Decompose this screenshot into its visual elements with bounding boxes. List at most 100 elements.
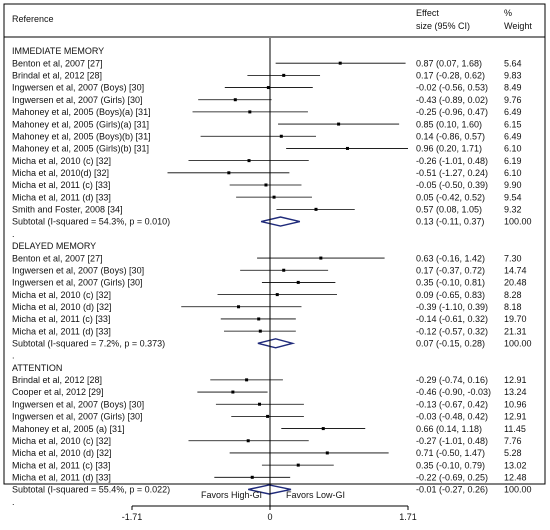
point-estimate-marker (319, 256, 323, 260)
weight-text: 9.83 (504, 71, 522, 81)
weight-text: 9.32 (504, 205, 522, 215)
point-estimate-marker (248, 110, 252, 114)
row-study: Mahoney et al, 2005 (Girls)(b) [31] 0.96 … (12, 144, 522, 154)
group-label: ATTENTION (12, 363, 62, 373)
effect-size-text: -0.01 (-0.27, 0.26) (416, 485, 488, 495)
weight-text: 100.00 (504, 339, 532, 349)
weight-text: 6.49 (504, 131, 522, 141)
subtotal-label: Subtotal (I-squared = 54.3%, p = 0.010) (12, 217, 170, 227)
row-dot: . (12, 351, 15, 361)
study-label: Micha et al, 2011 (c) [33] (12, 180, 110, 190)
effect-size-text: -0.39 (-1.10, 0.39) (416, 302, 488, 312)
weight-text: 6.10 (504, 144, 522, 154)
subtotal-label: Subtotal (I-squared = 7.2%, p = 0.373) (12, 339, 165, 349)
row-study: Smith and Foster, 2008 [34] 0.57 (0.08, 1… (12, 205, 522, 215)
study-label: Micha et al, 2010 (c) [32] (12, 156, 111, 166)
weight-text: 7.30 (504, 253, 522, 263)
effect-size-text: -0.14 (-0.61, 0.32) (416, 314, 488, 324)
row-study: Brindal et al, 2012 [28] -0.29 (-0.74, 0.… (12, 375, 527, 385)
study-label: Mahoney et al, 2005 (a) [31] (12, 424, 125, 434)
study-label: Ingwersen et al, 2007 (Girls) [30] (12, 95, 143, 105)
weight-text: 13.02 (504, 460, 527, 470)
favors-left-label: Favors High-GI (201, 490, 262, 500)
effect-size-text: 0.09 (-0.65, 0.83) (416, 290, 485, 300)
row-study: Benton et al, 2007 [27] 0.63 (-0.16, 1.42… (12, 253, 522, 263)
effect-size-text: -0.27 (-1.01, 0.48) (416, 436, 488, 446)
weight-text: 10.96 (504, 399, 527, 409)
effect-size-text: 0.35 (-0.10, 0.79) (416, 460, 485, 470)
row-study: Benton et al, 2007 [27] 0.87 (0.07, 1.68)… (12, 58, 522, 68)
point-estimate-marker (237, 305, 241, 309)
row-study: Micha et al, 2011 (c) [33] 0.35 (-0.10, 0… (12, 460, 527, 470)
point-estimate-marker (246, 439, 250, 443)
row-study: Cooper et al, 2012 [29] -0.46 (-0.90, -0.… (12, 387, 527, 397)
study-label: Cooper et al, 2012 [29] (12, 387, 104, 397)
weight-text: 8.49 (504, 83, 522, 93)
study-label: Smith and Foster, 2008 [34] (12, 205, 123, 215)
row-study: Micha et al, 2010 (d) [32] 0.71 (-0.50, 1… (12, 448, 522, 458)
row-study: Ingwersen et al, 2007 (Boys) [30] 0.17 (-… (12, 265, 527, 275)
study-label: Ingwersen et al, 2007 (Boys) [30] (12, 265, 144, 275)
effect-size-text: 0.66 (0.14, 1.18) (416, 424, 482, 434)
effect-size-text: -0.12 (-0.57, 0.32) (416, 326, 488, 336)
study-label: Micha et al, 2011 (c) [33] (12, 314, 110, 324)
weight-text: 12.91 (504, 412, 527, 422)
dot-label: . (12, 229, 15, 239)
point-estimate-marker (279, 134, 283, 138)
effect-size-text: -0.13 (-0.67, 0.42) (416, 399, 488, 409)
effect-size-text: -0.46 (-0.90, -0.03) (416, 387, 491, 397)
row-group: ATTENTION (12, 363, 62, 373)
row-study: Brindal et al, 2012 [28] 0.17 (-0.28, 0.6… (12, 71, 522, 81)
point-estimate-marker (233, 98, 237, 102)
row-study: Mahoney et al, 2005 (Boys)(b) [31] 0.14 (… (12, 131, 522, 141)
row-study: Ingwersen et al, 2007 (Boys) [30] -0.13 (… (12, 399, 527, 409)
study-label: Benton et al, 2007 [27] (12, 58, 103, 68)
row-study: Micha et al, 2011 (c) [33] -0.05 (-0.50, … (12, 180, 522, 190)
row-subtotal: Subtotal (I-squared = 54.3%, p = 0.010) 0… (12, 216, 532, 227)
row-study: Micha et al, 2010 (c) [32] 0.09 (-0.65, 0… (12, 290, 522, 300)
weight-text: 8.28 (504, 290, 522, 300)
point-estimate-marker (325, 451, 329, 455)
forest-rows: IMMEDIATE MEMORY Benton et al, 2007 [27] 0… (12, 46, 532, 507)
study-label: Micha et al, 2011 (d) [33] (12, 192, 111, 202)
row-study: Mahoney et al, 2005 (Girls)(a) [31] 0.85 … (12, 119, 522, 129)
row-study: Mahoney et al, 2005 (Boys)(a) [31] -0.25 … (12, 107, 522, 117)
weight-text: 5.64 (504, 58, 522, 68)
weight-text: 12.91 (504, 375, 527, 385)
study-label: Micha et al, 2010 (d) [32] (12, 302, 112, 312)
weight-text: 20.48 (504, 278, 527, 288)
row-group: DELAYED MEMORY (12, 241, 96, 251)
header-weight-line2: Weight (504, 21, 532, 31)
effect-size-text: 0.14 (-0.86, 0.57) (416, 131, 485, 141)
plot-border (3, 3, 546, 485)
point-estimate-marker (227, 171, 231, 175)
row-study: Micha et al, 2010(d) [32] -0.51 (-1.27, 0… (12, 168, 522, 178)
subtotal-diamond (257, 338, 296, 349)
effect-size-text: -0.29 (-0.74, 0.16) (416, 375, 488, 385)
point-estimate-marker (282, 268, 286, 272)
weight-text: 21.31 (504, 326, 527, 336)
point-estimate-marker (247, 159, 251, 163)
group-label: DELAYED MEMORY (12, 241, 96, 251)
study-label: Brindal et al, 2012 [28] (12, 71, 102, 81)
study-label: Mahoney et al, 2005 (Boys)(b) [31] (12, 131, 151, 141)
dot-label: . (12, 351, 15, 361)
study-label: Micha et al, 2011 (c) [33] (12, 460, 110, 470)
row-study: Ingwersen et al, 2007 (Girls) [30] -0.43 … (12, 95, 522, 105)
study-label: Mahoney et al, 2005 (Boys)(a) [31] (12, 107, 151, 117)
point-estimate-marker (272, 195, 276, 199)
effect-size-text: 0.17 (-0.28, 0.62) (416, 71, 485, 81)
point-estimate-marker (337, 122, 341, 126)
x-tick-label: -1.71 (122, 512, 143, 522)
point-estimate-marker (266, 414, 270, 418)
point-estimate-marker (314, 207, 318, 211)
weight-text: 6.10 (504, 168, 522, 178)
effect-size-text: 0.13 (-0.11, 0.37) (416, 217, 484, 227)
row-study: Micha et al, 2010 (d) [32] -0.39 (-1.10, … (12, 302, 522, 312)
study-label: Ingwersen et al, 2007 (Boys) [30] (12, 83, 144, 93)
study-label: Micha et al, 2010 (d) [32] (12, 448, 112, 458)
effect-size-text: 0.63 (-0.16, 1.42) (416, 253, 485, 263)
row-study: Micha et al, 2011 (c) [33] -0.14 (-0.61, … (12, 314, 527, 324)
weight-text: 11.45 (504, 424, 526, 434)
